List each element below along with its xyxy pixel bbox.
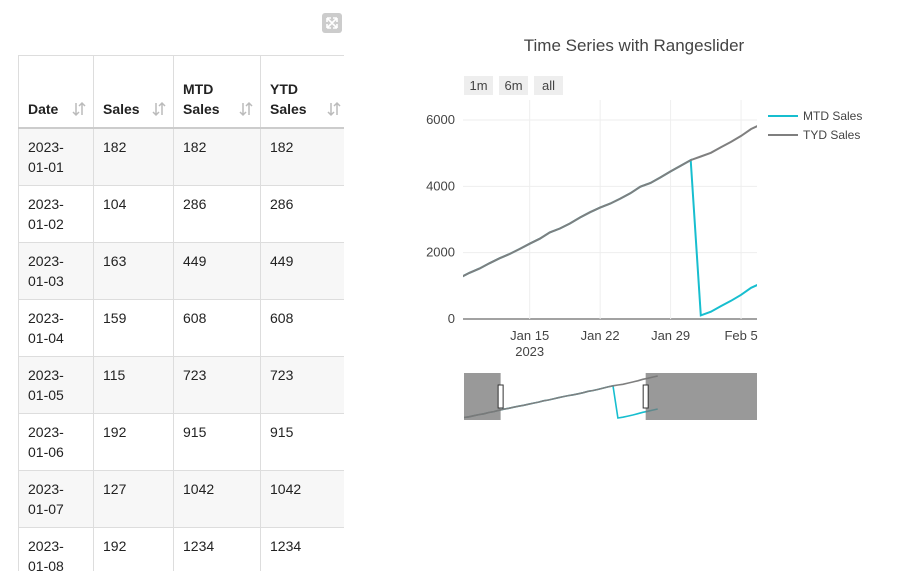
x-tick-label: Jan 29 [651, 328, 690, 343]
range-button[interactable]: 6m [499, 76, 528, 95]
range-button[interactable]: 1m [464, 76, 493, 95]
column-header[interactable]: Date [18, 55, 94, 129]
table-cell: 286 [173, 185, 261, 243]
sort-icon [72, 101, 86, 117]
x-tick-year: 2023 [515, 344, 544, 359]
y-tick-label: 2000 [426, 245, 455, 260]
table-cell: 915 [260, 413, 344, 471]
table-cell: 115 [93, 356, 174, 414]
range-button-label: 6m [504, 78, 522, 93]
series-line [463, 125, 757, 278]
table-cell: 2023-01-05 [18, 356, 94, 414]
x-tick-label: Feb 5 [724, 328, 757, 343]
column-header[interactable]: Sales [93, 55, 174, 129]
table-cell: 2023-01-07 [18, 470, 94, 528]
chart-title: Time Series with Rangeslider [524, 36, 745, 55]
table-cell: 286 [260, 185, 344, 243]
table-cell: 1234 [260, 527, 344, 571]
table-cell: 182 [173, 127, 261, 186]
table-cell: 127 [93, 470, 174, 528]
table-row: 2023-01-06 192 915 915 [18, 413, 344, 471]
range-button-label: all [542, 78, 555, 93]
range-button-bg [464, 76, 493, 95]
y-tick-label: 0 [448, 311, 455, 326]
range-button-label: 1m [469, 78, 487, 93]
sort-arrows [327, 101, 341, 117]
table-cell: 182 [93, 127, 174, 186]
y-tick-label: 4000 [426, 178, 455, 193]
legend-label[interactable]: TYD Sales [803, 128, 860, 142]
table-cell: 2023-01-03 [18, 242, 94, 300]
table-cell: 1042 [260, 470, 344, 528]
chart: Time Series with Rangeslider 1m 6m all 0 2000… [426, 36, 862, 420]
table-cell: 449 [173, 242, 261, 300]
sort-arrows [152, 101, 166, 117]
sort-icon [327, 101, 341, 117]
table-cell: 192 [93, 527, 174, 571]
rangeslider-mask [464, 373, 501, 420]
sort-icon [239, 101, 253, 117]
table-body: 2023-01-01 182 182 182 2023-01-02 104 286 286 20… [18, 127, 344, 571]
range-button-bg [534, 76, 563, 95]
table-cell: 723 [260, 356, 344, 414]
data-table: Date Sales MTD Sales YTD Sales 2023-01-01 182… [18, 55, 344, 571]
table-cell: 163 [93, 242, 174, 300]
table-cell: 1234 [173, 527, 261, 571]
table-cell: 608 [260, 299, 344, 357]
table-row: 2023-01-02 104 286 286 [18, 185, 344, 243]
x-tick-label: Jan 22 [581, 328, 620, 343]
header-label: YTD Sales [270, 81, 307, 117]
table-cell: 182 [260, 127, 344, 186]
table-row: 2023-01-01 182 182 182 [18, 127, 344, 186]
rangeslider-handle[interactable] [497, 384, 504, 409]
table-row: 2023-01-04 159 608 608 [18, 299, 344, 357]
table-row: 2023-01-08 192 1234 1234 [18, 527, 344, 571]
table-cell: 608 [173, 299, 261, 357]
table-row: 2023-01-03 163 449 449 [18, 242, 344, 300]
sort-arrows [239, 101, 253, 117]
table-cell: 2023-01-01 [18, 127, 94, 186]
table-cell: 192 [93, 413, 174, 471]
table-cell: 2023-01-06 [18, 413, 94, 471]
table-row: 2023-01-07 127 1042 1042 [18, 470, 344, 528]
y-tick-label: 6000 [426, 112, 455, 127]
sort-arrows [72, 101, 86, 117]
sort-icon [152, 101, 166, 117]
table-cell: 159 [93, 299, 174, 357]
range-button-bg [499, 76, 528, 95]
column-header[interactable]: YTD Sales [260, 55, 344, 129]
header-label: Date [28, 101, 59, 117]
header-row: Date Sales MTD Sales YTD Sales [18, 55, 344, 129]
table-cell: 2023-01-02 [18, 185, 94, 243]
table-row: 2023-01-05 115 723 723 [18, 356, 344, 414]
table-cell: 1042 [173, 470, 261, 528]
header-label: MTD Sales [183, 81, 220, 117]
table-cell: 915 [173, 413, 261, 471]
column-header[interactable]: MTD Sales [173, 55, 261, 129]
table-cell: 723 [173, 356, 261, 414]
rangeslider-handle[interactable] [642, 384, 649, 409]
x-tick-label: Jan 15 [510, 328, 549, 343]
legend-label[interactable]: MTD Sales [803, 109, 862, 123]
table-cell: 2023-01-04 [18, 299, 94, 357]
table-cell: 449 [260, 242, 344, 300]
table-cell: 2023-01-08 [18, 527, 94, 571]
table-container: Date Sales MTD Sales YTD Sales 2023-01-01 182… [18, 55, 344, 571]
expand-icon [326, 17, 338, 29]
header-label: Sales [103, 101, 140, 117]
range-button[interactable]: all [534, 76, 563, 95]
rangeslider-mask [645, 373, 757, 420]
table-cell: 104 [93, 185, 174, 243]
expand-button[interactable] [322, 13, 342, 33]
